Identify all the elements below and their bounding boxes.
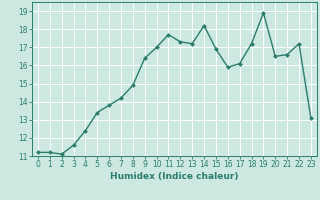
- X-axis label: Humidex (Indice chaleur): Humidex (Indice chaleur): [110, 172, 239, 181]
